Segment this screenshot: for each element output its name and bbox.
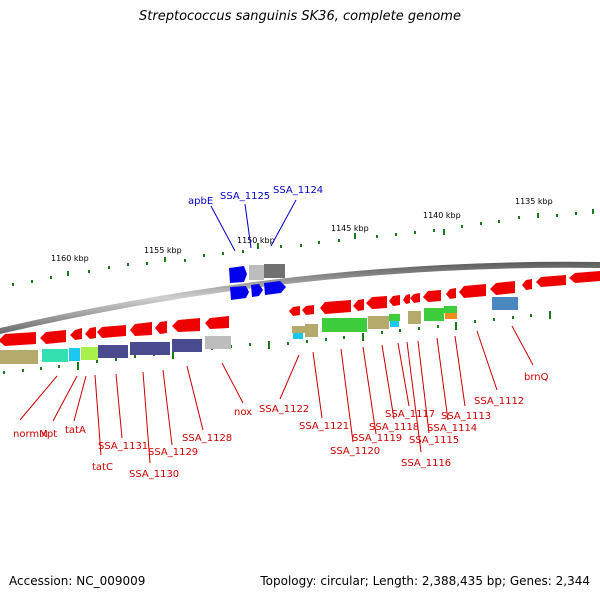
gene-reverse [423,290,441,302]
gene-label-ssa-1125: SSA_1125 [220,191,270,202]
cog-box [264,264,285,278]
cog-boxes-right [292,297,518,339]
gene-label-ssa-1115: SSA_1115 [409,435,459,446]
gene-reverse [40,330,66,344]
scale-label-1155: 1155 kbp [144,246,182,255]
accession-label: Accession: NC_009009 [9,574,146,588]
gene-forward [229,266,247,283]
gene-reverse [490,281,515,295]
gene-label-ssa-1131: SSA_1131 [98,441,148,452]
gene-label-ssa-1112: SSA_1112 [474,396,524,407]
forward-strand-genes [229,264,286,300]
gene-label-ssa-1122: SSA_1122 [259,404,309,415]
scale-ticks-outer [12,209,594,286]
gene-reverse [446,288,456,299]
gene-reverse [97,325,126,338]
leader-lines-reverse [19,325,534,464]
map-title: Streptococcus sanguinis SK36, complete g… [139,9,461,24]
reverse-strand-genes-right [289,271,600,316]
gene-reverse [172,318,200,332]
scale-label-1145: 1145 kbp [331,224,369,233]
gene-reverse [353,299,364,311]
gene-label-ssa-1121: SSA_1121 [299,421,349,432]
gene-label-tatc: tatC [92,462,113,473]
gene-reverse [389,295,400,306]
gene-label-nox: nox [234,407,252,418]
gene-reverse [320,300,351,314]
gene-reverse [70,328,82,340]
scale-label-1150: 1150 kbp [237,236,275,245]
scale-ticks-inner [3,311,551,374]
gene-label-ssa-1117: SSA_1117 [385,409,435,420]
gene-label-ssa-1114: SSA_1114 [427,423,477,434]
gene-reverse [289,306,300,316]
scale-label-1140: 1140 kbp [423,211,461,220]
gene-label-ssa-1118: SSA_1118 [369,422,419,433]
cog-boxes-left [0,336,231,364]
gene-reverse [522,279,532,290]
gene-reverse [205,316,229,329]
gene-label-normm: normM [13,429,48,440]
gene-reverse [85,327,96,339]
leader-lines-forward [210,199,297,252]
gene-label-ssa-1130: SSA_1130 [129,469,179,480]
gene-label-ssa-1119: SSA_1119 [352,433,402,444]
gene-reverse [459,284,486,298]
gene-label-ssa-1113: SSA_1113 [441,411,491,422]
gene-forward [230,286,249,300]
gene-label-ssa-1116: SSA_1116 [401,458,451,469]
gene-label-ssa-1124: SSA_1124 [273,185,323,196]
scale-label-1160: 1160 kbp [51,254,89,263]
gene-reverse [155,321,167,334]
gene-reverse [536,275,566,287]
gene-reverse [366,296,387,309]
gene-forward [264,281,286,295]
gene-label-brnq: brnQ [524,372,549,383]
gene-forward [251,284,263,297]
gene-reverse [403,294,410,304]
gene-label-ssa-1128: SSA_1128 [182,433,232,444]
gene-reverse [0,332,36,346]
gene-reverse [302,305,314,315]
scale-label-1135: 1135 kbp [515,197,553,206]
gene-reverse [569,271,600,283]
cog-box [249,265,264,280]
gene-reverse [410,293,420,303]
gene-label-apbe: apbE [188,196,213,207]
gene-label-ssa-1129: SSA_1129 [148,447,198,458]
gene-label-ssa-1120: SSA_1120 [330,446,380,457]
gene-label-xpt: xpt [41,429,57,440]
reverse-strand-genes-left [0,316,229,346]
gene-reverse [130,322,152,336]
topology-label: Topology: circular; Length: 2,388,435 bp… [260,574,590,588]
gene-label-tata: tatA [65,425,86,436]
